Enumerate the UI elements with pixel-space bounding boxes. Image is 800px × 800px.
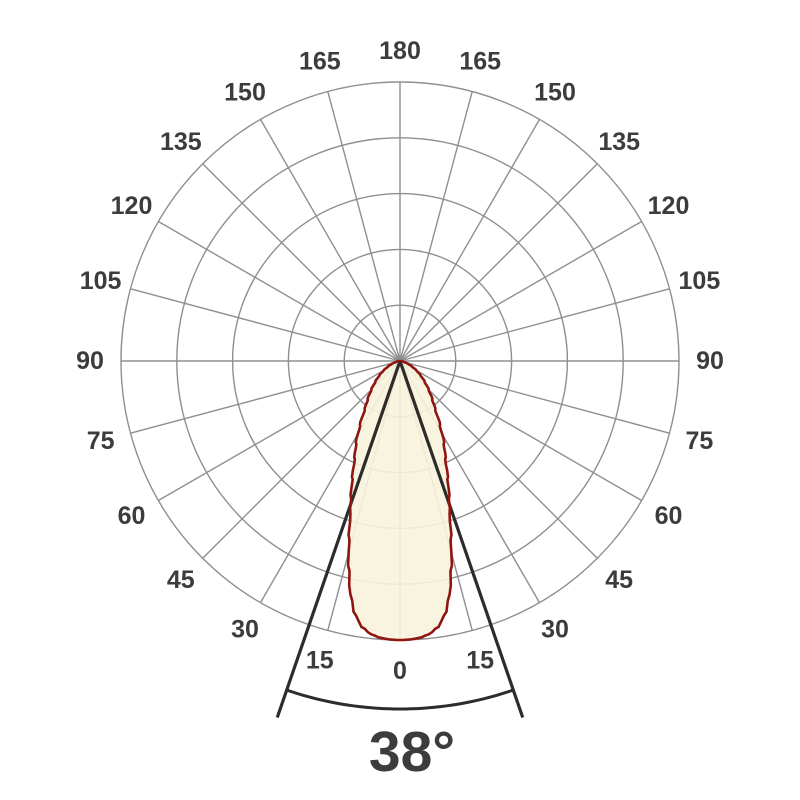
angle-label-right-105: 105 bbox=[679, 267, 721, 295]
grid-spoke bbox=[259, 119, 401, 362]
angle-label-right-15: 15 bbox=[466, 646, 494, 674]
angle-label-left-75: 75 bbox=[87, 427, 115, 455]
angle-label-left-60: 60 bbox=[118, 502, 146, 530]
angle-label-left-105: 105 bbox=[80, 267, 122, 295]
beam-angle-ray bbox=[275, 360, 402, 718]
angle-label-left-30: 30 bbox=[231, 616, 259, 644]
angle-tick-labels: 0 15 15 30 30 45 45 60 60 75 75 90 90 105 105 120 120 135… bbox=[76, 37, 724, 685]
angle-label-right-75: 75 bbox=[685, 427, 713, 455]
angle-label-left-180: 180 bbox=[379, 37, 421, 65]
grid-spoke bbox=[399, 288, 670, 362]
angle-label-left-165: 165 bbox=[299, 48, 341, 76]
beam-angle-value: 38° bbox=[369, 720, 455, 784]
grid-spoke bbox=[158, 220, 401, 362]
angle-label-left-150: 150 bbox=[224, 79, 266, 107]
grid-spoke bbox=[399, 119, 541, 362]
grid-spoke bbox=[130, 288, 401, 362]
beam-lobe-curve bbox=[346, 359, 454, 642]
grid-spoke bbox=[399, 163, 598, 362]
angle-label-left-0: 0 bbox=[393, 657, 407, 685]
grid-spoke bbox=[202, 163, 401, 362]
grid-spoke bbox=[399, 220, 642, 362]
beam-lobe-outline bbox=[346, 359, 454, 642]
angle-label-right-90: 90 bbox=[696, 347, 724, 375]
grid-spoke bbox=[399, 360, 642, 502]
beam-lobe-area bbox=[348, 361, 452, 640]
beam-angle-ray bbox=[398, 360, 525, 718]
angle-label-right-45: 45 bbox=[605, 566, 633, 594]
grid-spoke bbox=[399, 360, 670, 434]
angle-label-right-150: 150 bbox=[534, 79, 576, 107]
grid-spoke bbox=[130, 360, 401, 434]
beam-lobe-fill bbox=[348, 361, 452, 640]
angle-label-left-135: 135 bbox=[160, 128, 202, 156]
angle-label-left-120: 120 bbox=[111, 192, 153, 220]
grid-spoke bbox=[202, 360, 401, 559]
angle-label-left-90: 90 bbox=[76, 347, 104, 375]
beam-angle-marker bbox=[275, 360, 525, 718]
angle-label-right-120: 120 bbox=[648, 192, 690, 220]
angle-label-right-165: 165 bbox=[459, 48, 501, 76]
angle-label-left-15: 15 bbox=[306, 646, 334, 674]
grid-spoke bbox=[399, 91, 473, 362]
grid-spoke bbox=[327, 91, 401, 362]
grid-spoke bbox=[399, 360, 598, 559]
angle-label-right-60: 60 bbox=[655, 502, 683, 530]
angle-label-right-135: 135 bbox=[598, 128, 640, 156]
angle-label-left-45: 45 bbox=[167, 566, 195, 594]
grid-spoke bbox=[158, 360, 401, 502]
angle-label-right-30: 30 bbox=[541, 616, 569, 644]
beam-angle-arc bbox=[286, 688, 514, 711]
